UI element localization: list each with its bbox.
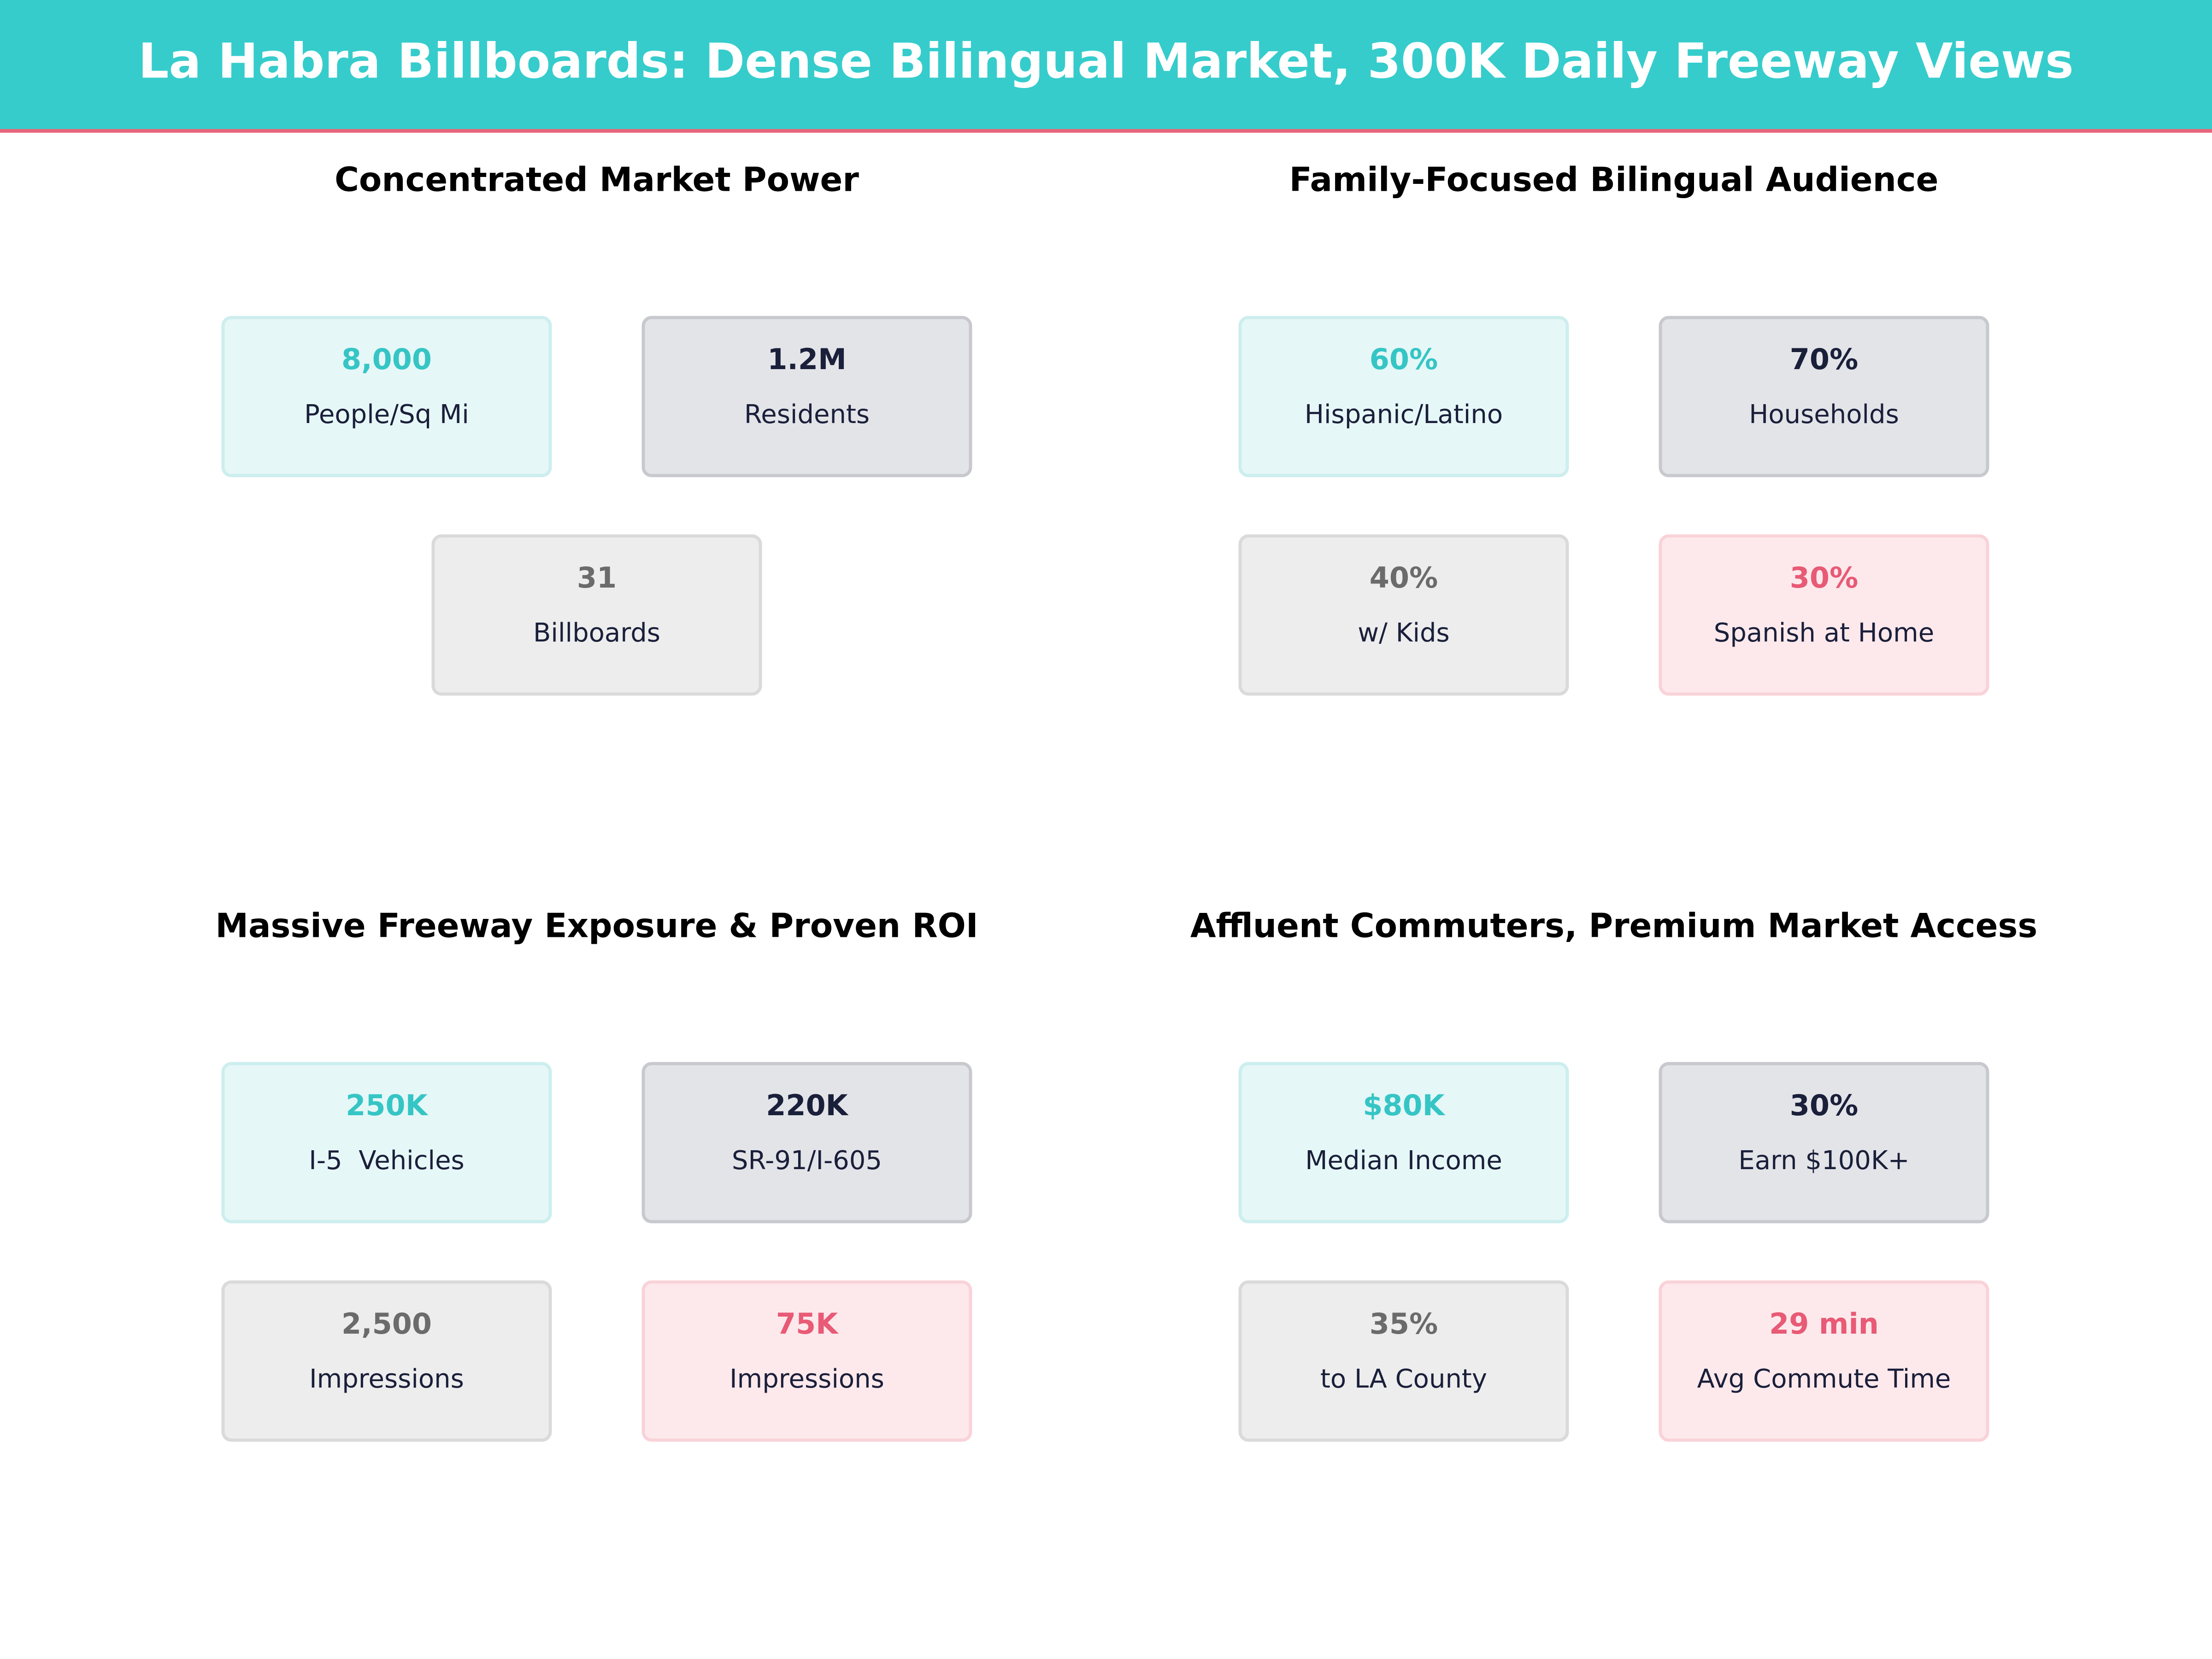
stat-card <box>1659 316 1989 477</box>
stat-card <box>1238 316 1569 477</box>
panel-title: Family-Focused Bilingual Audience <box>1289 160 1939 199</box>
stat-value: 8,000 <box>341 342 432 376</box>
stat-value: 30% <box>1790 1088 1858 1122</box>
stat-card <box>641 1280 972 1442</box>
stat-label: to LA County <box>1320 1364 1487 1394</box>
stat-value: 1.2M <box>767 342 847 376</box>
stat-card <box>221 1062 552 1224</box>
stat-card <box>1659 1062 1989 1224</box>
stat-label: Impressions <box>309 1364 464 1394</box>
stat-value: 29 min <box>1769 1307 1879 1341</box>
stat-card <box>221 316 552 477</box>
stat-label: Hispanic/Latino <box>1305 400 1503 429</box>
panel-title: Affluent Commuters, Premium Market Acces… <box>1190 906 2037 945</box>
page-title: La Habra Billboards: Dense Bilingual Mar… <box>138 33 2074 89</box>
stat-label: Spanish at Home <box>1714 618 1934 648</box>
stat-value: 60% <box>1370 342 1438 376</box>
stat-value: $80K <box>1363 1088 1445 1122</box>
stat-card <box>1238 1062 1569 1224</box>
stat-label: Median Income <box>1305 1146 1502 1176</box>
panel-title: Massive Freeway Exposure & Proven ROI <box>215 906 978 945</box>
stat-value: 70% <box>1790 342 1858 376</box>
stat-label: Residents <box>744 400 870 429</box>
stat-label: Avg Commute Time <box>1697 1364 1951 1394</box>
stat-label: Households <box>1749 400 1899 429</box>
stat-label: Impressions <box>729 1364 884 1394</box>
panel-title: Concentrated Market Power <box>335 160 859 199</box>
stat-value: 250K <box>346 1088 428 1122</box>
stat-card <box>431 534 762 696</box>
stat-value: 30% <box>1790 561 1858 594</box>
stat-card <box>1659 1280 1989 1442</box>
stat-value: 31 <box>577 561 617 594</box>
header-bar <box>0 0 2212 130</box>
stat-label: w/ Kids <box>1358 618 1449 648</box>
stat-card <box>221 1280 552 1442</box>
stat-value: 75K <box>776 1307 839 1341</box>
stat-value: 35% <box>1370 1307 1438 1341</box>
stat-label: I-5 Vehicles <box>309 1146 464 1176</box>
stat-value: 40% <box>1370 561 1438 594</box>
stat-label: Billboards <box>533 618 660 648</box>
stat-label: SR-91/I-605 <box>732 1146 882 1176</box>
header-rule <box>0 129 2212 133</box>
stat-label: Earn $100K+ <box>1738 1146 1909 1176</box>
stat-card <box>641 316 972 477</box>
stat-card <box>1238 534 1569 696</box>
stat-card <box>1238 1280 1569 1442</box>
stat-value: 220K <box>766 1088 848 1122</box>
stat-card <box>641 1062 972 1224</box>
stat-value: 2,500 <box>341 1307 432 1341</box>
stat-card <box>1659 534 1989 696</box>
stat-label: People/Sq Mi <box>304 400 469 429</box>
